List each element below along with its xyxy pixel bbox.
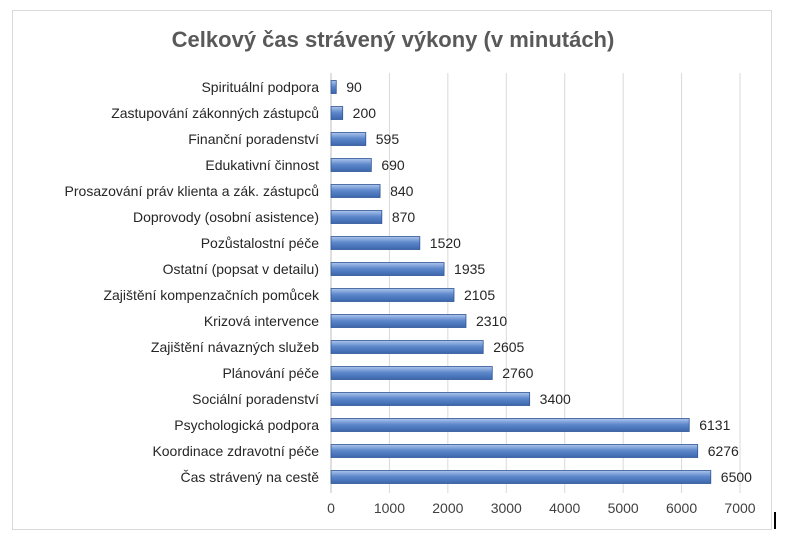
- category-label: Finanční poradenství: [188, 131, 319, 147]
- text-cursor-icon: [774, 512, 776, 529]
- category-label: Plánování péče: [222, 365, 319, 381]
- category-label: Pozůstalostní péče: [201, 235, 320, 251]
- bar: [330, 80, 337, 94]
- category-label: Koordinace zdravotní péče: [152, 443, 319, 459]
- x-tick-label: 3000: [491, 500, 522, 516]
- data-label: 200: [353, 105, 377, 121]
- data-label: 2105: [464, 287, 495, 303]
- category-label: Krizová intervence: [204, 313, 319, 329]
- bar: [330, 444, 699, 458]
- category-label: Ostatní (popsat v detailu): [163, 261, 319, 277]
- category-label: Zajištění kompenzačních pomůcek: [103, 287, 320, 303]
- bar: [330, 418, 690, 432]
- data-label: 2760: [502, 365, 533, 381]
- bar: [330, 392, 531, 406]
- category-label: Doprovody (osobní asistence): [133, 209, 319, 225]
- bar: [330, 158, 372, 172]
- category-label: Sociální poradenství: [192, 391, 319, 407]
- bar: [330, 366, 493, 380]
- x-tick-label: 0: [327, 500, 335, 516]
- bar: [330, 314, 467, 328]
- bar: [330, 132, 367, 146]
- data-label: 1935: [454, 261, 485, 277]
- data-label: 690: [381, 157, 405, 173]
- x-tick-label: 6000: [666, 500, 697, 516]
- category-label: Psychologická podpora: [174, 417, 319, 433]
- category-label: Čas strávený na cestě: [180, 469, 319, 485]
- x-tick-label: 1000: [374, 500, 405, 516]
- category-label: Edukativní činnost: [205, 157, 319, 173]
- category-label: Prosazování práv klienta a zák. zástupců: [65, 183, 319, 199]
- data-label: 870: [392, 209, 416, 225]
- data-label: 2310: [476, 313, 507, 329]
- chart-frame: Celkový čas strávený výkony (v minutách)…: [12, 10, 772, 530]
- chart-title: Celkový čas strávený výkony (v minutách): [171, 27, 615, 52]
- data-label: 595: [376, 131, 400, 147]
- data-label: 1520: [430, 235, 461, 251]
- x-tick-label: 2000: [432, 500, 463, 516]
- bar: [330, 236, 421, 250]
- bar: [330, 106, 344, 120]
- category-label: Zastupování zákonných zástupců: [111, 105, 319, 121]
- data-label: 6500: [721, 469, 752, 485]
- x-tick-label: 7000: [724, 500, 755, 516]
- bar-chart: 0 1000 2000 3000 4000 5000 6000 7000 Spirituální…: [65, 73, 756, 516]
- x-tick-label: 5000: [608, 500, 639, 516]
- category-label: Spirituální podpora: [201, 79, 319, 95]
- bar: [330, 184, 381, 198]
- bar: [330, 470, 712, 484]
- bar: [330, 210, 383, 224]
- bar: [330, 262, 445, 276]
- data-label: 90: [346, 79, 362, 95]
- bar: [330, 288, 455, 302]
- data-label: 2605: [493, 339, 524, 355]
- data-label: 3400: [540, 391, 571, 407]
- category-label: Zajištění návazných služeb: [151, 339, 319, 355]
- data-label: 6131: [699, 417, 730, 433]
- data-label: 840: [390, 183, 414, 199]
- bar: [330, 340, 484, 354]
- x-tick-label: 4000: [549, 500, 580, 516]
- data-label: 6276: [708, 443, 739, 459]
